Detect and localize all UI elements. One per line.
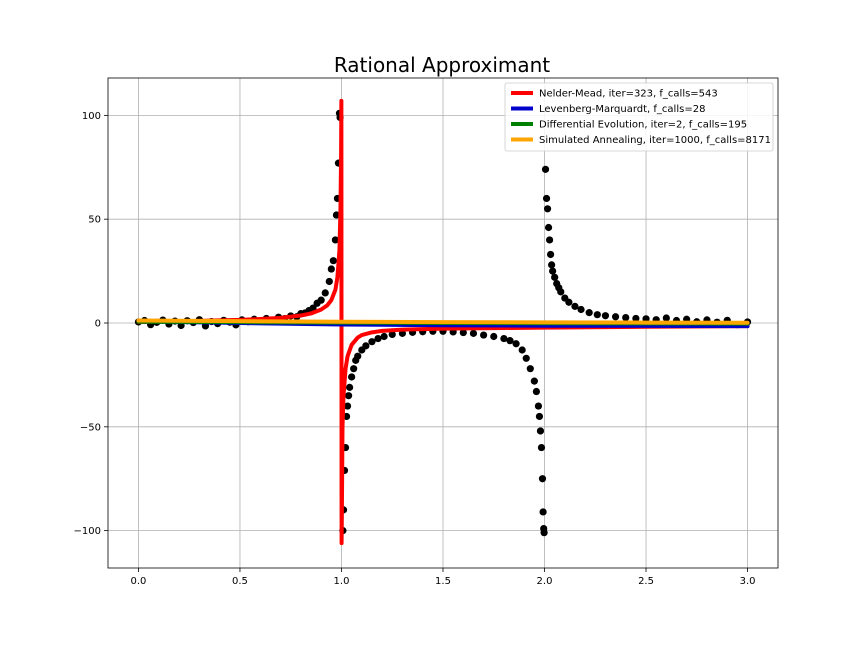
scatter-point — [540, 529, 548, 537]
scatter-point — [601, 312, 610, 320]
scatter-point — [662, 314, 670, 322]
x-tick-label: 2.5 — [638, 576, 654, 587]
scatter-point — [532, 387, 540, 396]
x-tick-label: 1.5 — [435, 576, 451, 587]
scatter-point — [380, 332, 388, 341]
scatter-point — [354, 352, 362, 360]
scatter-point — [327, 265, 335, 273]
legend-label-3: Simulated Annealing, iter=1000, f_calls=… — [539, 135, 771, 146]
scatter-point — [571, 302, 579, 310]
plot-area — [134, 98, 752, 546]
scatter-point — [329, 257, 337, 265]
x-tick-label: 2.0 — [537, 576, 553, 587]
legend: Nelder-Mead, iter=323, f_calls=543 Levenb… — [504, 82, 774, 152]
scatter-point — [368, 338, 376, 346]
scatter-point — [632, 314, 640, 323]
scatter-point — [536, 427, 545, 435]
scatter-point — [544, 223, 553, 232]
scatter-point — [332, 211, 341, 219]
scatter-point — [542, 194, 551, 203]
scatter-point — [325, 277, 333, 286]
scatter-point — [518, 346, 526, 354]
scatter-point — [539, 508, 547, 516]
series-line-0 — [136, 98, 750, 546]
y-tick-label: −100 — [74, 526, 101, 537]
scatter-point — [321, 289, 329, 297]
legend-box — [504, 82, 774, 152]
scatter-point — [469, 329, 478, 337]
scatter-point — [362, 342, 370, 350]
legend-label-2: Differential Evolution, iter=2, f_calls=… — [539, 120, 747, 131]
y-tick-label: 100 — [82, 111, 101, 122]
scatter-point — [343, 402, 352, 410]
scatter-point — [549, 267, 557, 275]
scatter-point — [534, 402, 543, 410]
scatter-point — [317, 296, 325, 304]
scatter-point — [388, 330, 396, 339]
scatter-point — [551, 273, 559, 281]
legend-label-0: Nelder-Mead, iter=323, f_calls=543 — [539, 89, 718, 100]
y-tick-label: −50 — [80, 422, 101, 433]
scatter-point — [557, 288, 565, 296]
scatter-point — [547, 250, 555, 259]
scatter-point — [593, 311, 601, 319]
x-tick-label: 3.0 — [740, 576, 756, 587]
x-tick-label: 0.0 — [131, 576, 147, 587]
scatter-point — [490, 332, 498, 341]
scatter-point — [622, 314, 630, 322]
scatter-point — [331, 236, 339, 244]
scatter-point — [526, 365, 534, 373]
scatter-point — [535, 412, 544, 421]
axis-ticks: 0.0 0.5 1.0 1.5 2.0 2.5 3.0 −100 −50 0 50 100 — [74, 111, 756, 587]
scatter-point — [565, 298, 573, 306]
scatter-point — [374, 334, 382, 343]
scatter-point — [350, 365, 358, 373]
scatter-point — [459, 328, 467, 337]
scatter-point — [577, 305, 585, 314]
scatter-point — [530, 377, 538, 385]
series-line-3 — [136, 318, 750, 325]
series-lines — [136, 98, 750, 546]
y-tick-label: 50 — [88, 215, 101, 226]
scatter-point — [506, 337, 514, 345]
legend-label-1: Levenberg-Marquardt, f_calls=28 — [539, 104, 705, 115]
scatter-point — [611, 313, 620, 321]
chart-title: Rational Approximant — [334, 53, 550, 77]
scatter-point — [537, 443, 546, 452]
scatter-point — [541, 165, 550, 173]
scatter-point — [346, 383, 354, 391]
scatter-point — [480, 331, 488, 339]
scatter-point — [545, 236, 554, 244]
scatter-point — [522, 354, 530, 362]
scatter-point — [543, 205, 552, 213]
scatter-point — [585, 309, 593, 317]
scatter-point — [512, 340, 520, 348]
scatter-point — [548, 261, 556, 269]
x-tick-label: 0.5 — [232, 576, 248, 587]
scatter-point — [538, 475, 547, 483]
y-tick-label: 0 — [95, 319, 101, 330]
scatter-point — [500, 334, 508, 343]
axes-frame — [107, 77, 779, 569]
x-tick-label: 1.0 — [334, 576, 350, 587]
scatter-point — [348, 373, 356, 381]
scatter-point — [344, 392, 353, 400]
